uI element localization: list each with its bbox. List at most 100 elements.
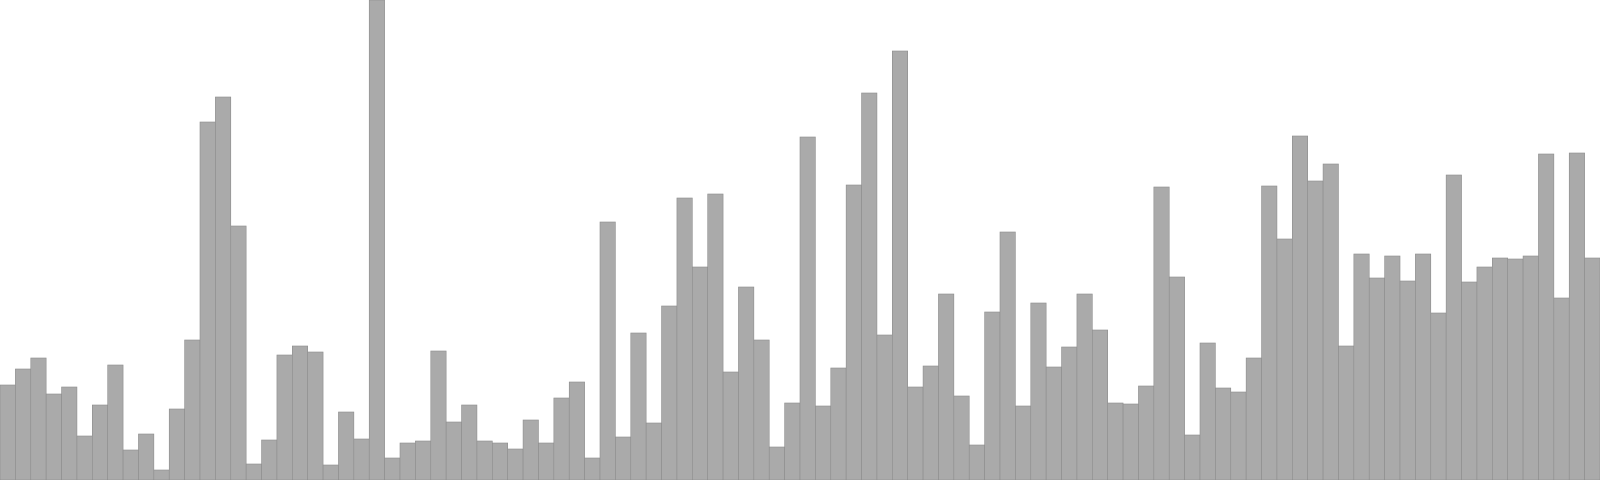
bar-73 (1107, 402, 1124, 480)
bar-96 (1461, 281, 1478, 480)
bar-47 (707, 193, 724, 480)
bar-48 (722, 371, 739, 480)
bar-78 (1184, 434, 1201, 480)
bar-31 (461, 404, 478, 480)
bar-104 (1584, 257, 1600, 480)
bar-12 (168, 408, 185, 480)
bar-90 (1368, 277, 1385, 480)
bar-88 (1338, 345, 1355, 480)
bar-67 (1015, 405, 1032, 480)
bar-62 (938, 293, 955, 480)
bar-39 (584, 457, 601, 480)
bar-92 (1399, 280, 1416, 480)
bar-6 (76, 435, 93, 480)
bar-29 (430, 350, 447, 480)
bar-30 (445, 421, 462, 480)
bar-59 (892, 50, 908, 480)
bar-52 (784, 402, 801, 480)
bar-13 (184, 339, 201, 480)
bar-76 (1153, 186, 1170, 480)
bar-58 (876, 334, 893, 480)
bar-101 (1538, 153, 1555, 480)
bar-83 (1261, 185, 1278, 480)
bar-87 (1322, 163, 1339, 480)
bar-71 (1076, 293, 1093, 480)
bar-99 (1507, 258, 1524, 480)
bar-82 (1245, 357, 1262, 480)
bar-95 (1445, 174, 1462, 480)
bar-94 (1430, 312, 1447, 480)
bar-42 (630, 332, 647, 480)
bar-44 (661, 305, 678, 480)
bar-93 (1415, 253, 1432, 480)
bar-26 (384, 457, 401, 480)
bar-46 (692, 266, 708, 480)
bar-25 (368, 0, 385, 480)
bar-74 (1122, 403, 1139, 480)
bar-16 (230, 225, 247, 480)
bar-85 (1292, 135, 1308, 480)
bar-72 (1092, 329, 1108, 480)
bar-8 (107, 364, 124, 480)
bar-9 (122, 449, 139, 480)
bar-33 (492, 442, 508, 480)
bar-10 (138, 433, 155, 480)
bar-53 (799, 136, 816, 480)
bar-63 (953, 395, 970, 480)
bar-2 (15, 368, 32, 480)
bar-54 (815, 405, 832, 480)
bar-5 (61, 386, 78, 480)
bar-3 (30, 357, 47, 480)
bar-56 (845, 184, 862, 480)
bar-77 (1168, 276, 1185, 480)
bar-98 (1492, 257, 1508, 480)
bar-36 (538, 442, 555, 480)
bar-14 (199, 121, 216, 480)
bar-66 (999, 231, 1016, 480)
bar-102 (1553, 297, 1570, 480)
bar-15 (215, 96, 232, 480)
bar-18 (261, 439, 278, 480)
bar-19 (276, 354, 293, 480)
bar-103 (1568, 152, 1585, 480)
bar-55 (830, 367, 847, 480)
bar-69 (1045, 366, 1062, 480)
bar-20 (292, 345, 308, 480)
bar-22 (322, 464, 339, 480)
bar-38 (568, 381, 585, 480)
bar-4 (45, 393, 62, 480)
bar-79 (1199, 342, 1216, 480)
bar-50 (753, 339, 770, 480)
bar-97 (1476, 266, 1493, 480)
bar-49 (738, 286, 755, 480)
bar-43 (645, 422, 662, 480)
bar-11 (153, 469, 170, 480)
bar-75 (1138, 385, 1155, 480)
bar-28 (415, 440, 432, 480)
bar-35 (522, 419, 539, 480)
bar-60 (907, 386, 924, 480)
bar-41 (615, 436, 632, 480)
bar-81 (1230, 391, 1247, 480)
bar-65 (984, 311, 1001, 480)
bar-17 (245, 463, 262, 480)
bar-34 (507, 448, 524, 480)
bar-37 (553, 397, 570, 480)
bar-45 (676, 197, 693, 480)
bar-32 (476, 440, 493, 480)
bar-89 (1353, 253, 1370, 480)
bar-51 (768, 446, 785, 480)
bar-21 (307, 351, 324, 480)
bar-100 (1522, 255, 1539, 480)
bar-57 (861, 92, 878, 480)
bar-64 (968, 444, 985, 480)
bar-84 (1276, 238, 1293, 480)
bar-86 (1307, 180, 1324, 480)
bar-70 (1061, 346, 1078, 480)
bar-40 (599, 221, 616, 480)
bar-24 (353, 438, 370, 480)
bar-61 (922, 365, 939, 480)
